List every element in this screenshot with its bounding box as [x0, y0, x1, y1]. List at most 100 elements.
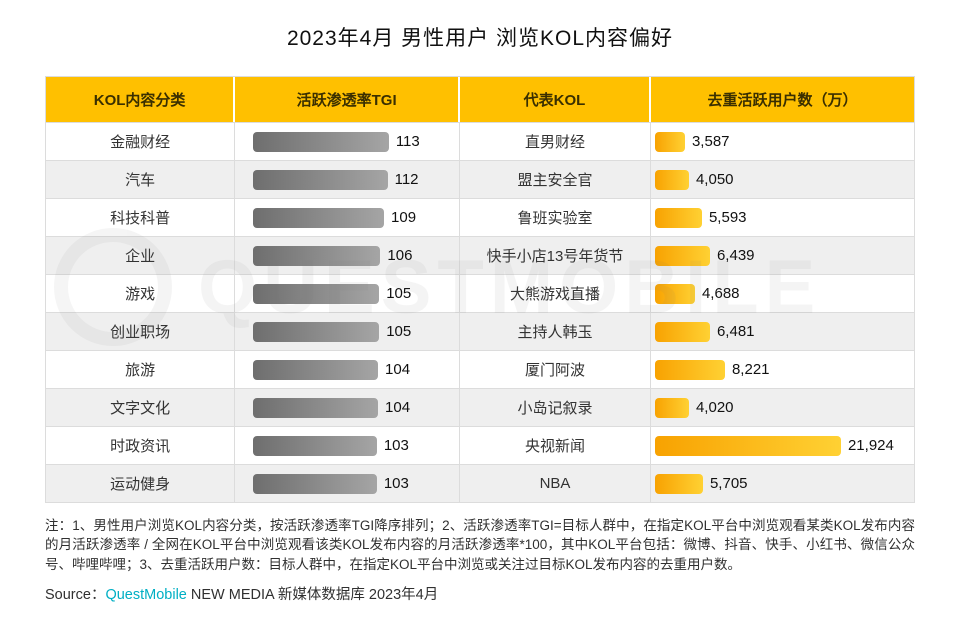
- kol-cell: NBA: [460, 465, 651, 502]
- kol-cell: 大熊游戏直播: [460, 275, 651, 312]
- header-users: 去重活跃用户数（万）: [707, 92, 858, 109]
- users-cell: 4,050: [651, 161, 914, 198]
- tgi-value: 106: [387, 247, 413, 264]
- category-cell: 创业职场: [46, 313, 236, 350]
- table-row: 文字文化 104 小岛记叙录 4,020: [46, 388, 914, 426]
- tgi-value: 113: [395, 133, 420, 150]
- users-value: 4,050: [695, 171, 734, 188]
- tgi-bar: [253, 245, 381, 266]
- category-cell: 金融财经: [46, 123, 236, 160]
- users-bar: [654, 359, 725, 380]
- users-value: 6,439: [716, 247, 755, 264]
- category-cell: 运动健身: [46, 465, 236, 502]
- category-cell: 科技科普: [46, 199, 236, 236]
- tgi-value: 104: [385, 399, 411, 416]
- table-row: 金融财经 113 直男财经 3,587: [46, 122, 914, 160]
- users-cell: 4,688: [651, 275, 914, 312]
- category-cell: 时政资讯: [46, 427, 236, 464]
- kol-cell: 央视新闻: [460, 427, 651, 464]
- tgi-value: 112: [394, 171, 419, 188]
- tgi-value: 104: [385, 361, 411, 378]
- tgi-bar: [253, 397, 379, 418]
- category-cell: 旅游: [46, 351, 236, 388]
- tgi-bar: [253, 435, 377, 456]
- tgi-cell: 106: [235, 237, 461, 274]
- tgi-bar: [253, 321, 380, 342]
- source-prefix: Source：: [45, 586, 106, 603]
- tgi-value: 109: [391, 209, 417, 226]
- users-cell: 5,593: [651, 199, 914, 236]
- source-line: Source：QuestMobile NEW MEDIA 新媒体数据库 2023…: [45, 583, 915, 604]
- category-cell: 文字文化: [46, 389, 236, 426]
- tgi-cell: 105: [235, 313, 461, 350]
- tgi-cell: 109: [235, 199, 461, 236]
- tgi-cell: 112: [235, 161, 461, 198]
- page-title: 2023年4月 男性用户 浏览KOL内容偏好: [286, 27, 674, 50]
- source-suffix: NEW MEDIA 新媒体数据库 2023年4月: [186, 586, 439, 603]
- users-bar: [654, 131, 685, 152]
- table-row: 游戏 105 大熊游戏直播 4,688: [46, 274, 914, 312]
- table-header-row: KOL内容分类 活跃渗透率TGI 代表KOL 去重活跃用户数（万）: [46, 77, 914, 122]
- tgi-value: 105: [386, 285, 412, 302]
- table-row: 汽车 112 盟主安全官 4,050: [46, 160, 914, 198]
- table-row: 时政资讯 103 央视新闻 21,924: [46, 426, 914, 464]
- users-bar: [654, 435, 841, 456]
- users-cell: 4,020: [651, 389, 914, 426]
- source-brand: QuestMobile: [105, 586, 187, 603]
- table-row: 运动健身 103 NBA 5,705: [46, 464, 914, 502]
- footnote: 注：1、男性用户浏览KOL内容分类，按活跃渗透率TGI降序排列；2、活跃渗透率T…: [45, 518, 915, 572]
- kol-cell: 厦门阿波: [460, 351, 651, 388]
- tgi-value: 105: [386, 323, 412, 340]
- tgi-bar: [253, 283, 380, 304]
- users-value: 21,924: [847, 437, 894, 454]
- tgi-bar: [253, 473, 377, 494]
- users-cell: 3,587: [651, 123, 914, 160]
- users-value: 4,020: [695, 399, 734, 416]
- table-row: 企业 106 快手小店13号年货节 6,439: [46, 236, 914, 274]
- tgi-cell: 104: [235, 351, 461, 388]
- tgi-cell: 103: [235, 427, 461, 464]
- users-bar: [654, 321, 710, 342]
- users-cell: 5,705: [651, 465, 914, 502]
- tgi-cell: 105: [235, 275, 461, 312]
- kol-cell: 鲁班实验室: [460, 199, 651, 236]
- users-value: 5,593: [708, 209, 747, 226]
- tgi-bar: [253, 359, 379, 380]
- category-cell: 汽车: [46, 161, 236, 198]
- users-value: 8,221: [731, 361, 770, 378]
- users-bar: [654, 283, 695, 304]
- kol-cell: 主持人韩玉: [460, 313, 651, 350]
- tgi-bar: [253, 169, 388, 190]
- category-cell: 游戏: [46, 275, 236, 312]
- users-cell: 6,439: [651, 237, 914, 274]
- users-value: 3,587: [691, 133, 730, 150]
- users-bar: [654, 207, 702, 228]
- tgi-bar: [253, 131, 389, 152]
- tgi-value: 103: [383, 437, 409, 454]
- table-row: 科技科普 109 鲁班实验室 5,593: [46, 198, 914, 236]
- tgi-cell: 103: [235, 465, 461, 502]
- users-bar: [654, 473, 703, 494]
- kol-cell: 直男财经: [460, 123, 651, 160]
- users-bar: [654, 245, 710, 266]
- category-cell: 企业: [46, 237, 236, 274]
- users-value: 6,481: [716, 323, 755, 340]
- tgi-bar: [253, 207, 385, 228]
- users-cell: 8,221: [651, 351, 914, 388]
- users-bar: [654, 169, 689, 190]
- kol-preference-table: QUESTMOBILE KOL内容分类 活跃渗透率TGI 代表KOL 去重活跃用…: [45, 76, 915, 503]
- users-value: 4,688: [701, 285, 740, 302]
- table-body: 金融财经 113 直男财经 3,587 汽车 112 盟主安全官 4,050 科技科普 109 鲁班…: [46, 122, 914, 502]
- users-cell: 6,481: [651, 313, 914, 350]
- tgi-cell: 104: [235, 389, 461, 426]
- table-row: 旅游 104 厦门阿波 8,221: [46, 350, 914, 388]
- kol-cell: 小岛记叙录: [460, 389, 651, 426]
- kol-cell: 盟主安全官: [460, 161, 651, 198]
- users-cell: 21,924: [651, 427, 914, 464]
- users-value: 5,705: [709, 475, 748, 492]
- header-category: KOL内容分类: [46, 77, 236, 122]
- tgi-value: 103: [383, 475, 409, 492]
- header-tgi: 活跃渗透率TGI: [235, 77, 461, 122]
- tgi-cell: 113: [235, 123, 461, 160]
